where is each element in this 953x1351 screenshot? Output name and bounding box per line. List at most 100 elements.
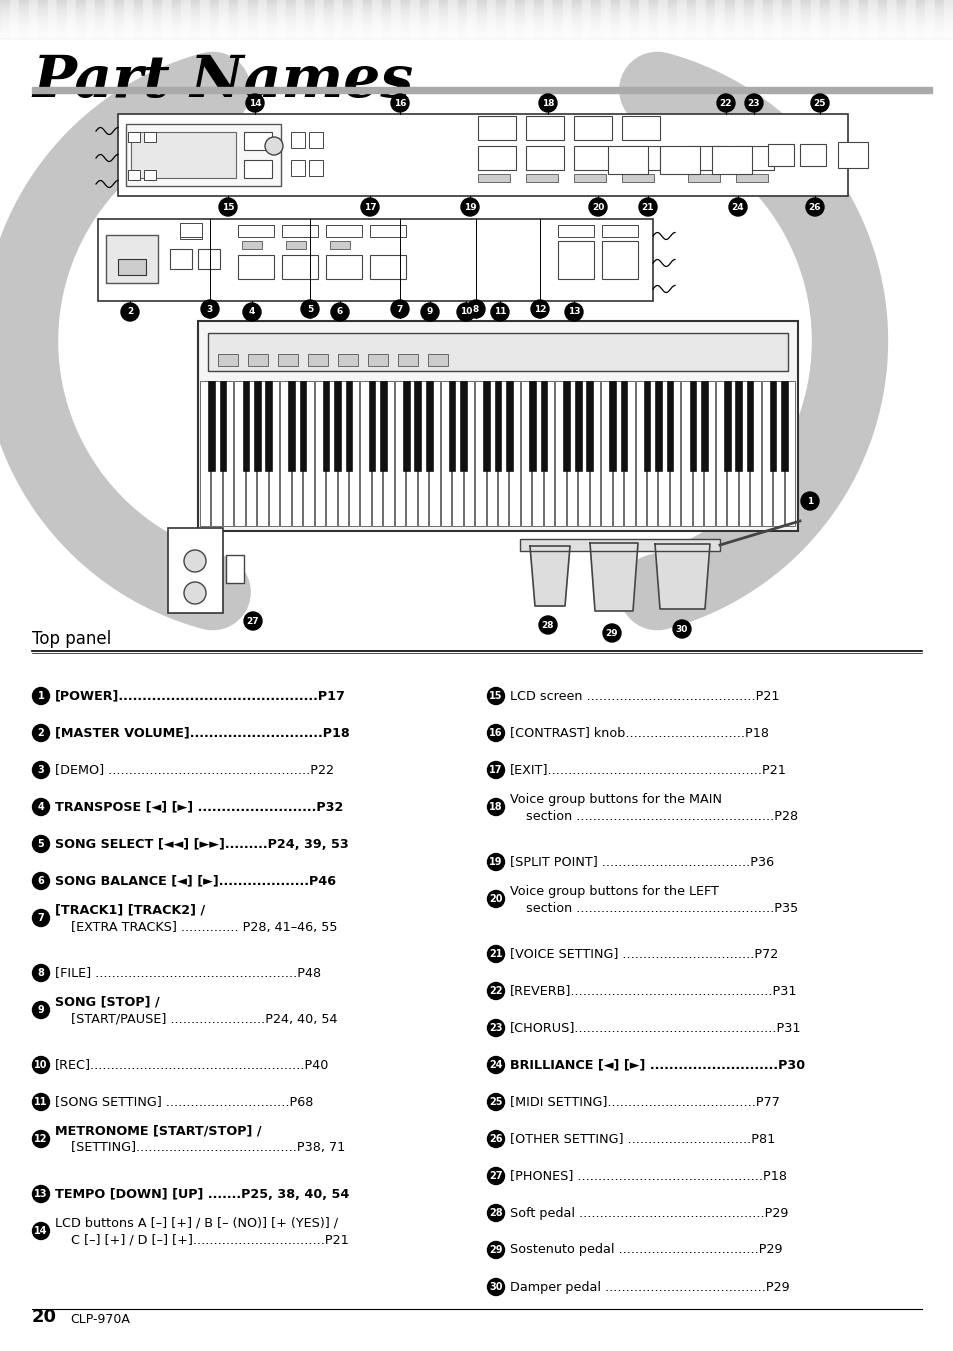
Text: 13: 13	[34, 1189, 48, 1198]
Bar	[703, 381, 714, 526]
Bar	[337, 354, 357, 366]
Bar	[76, 0, 86, 38]
Bar	[219, 381, 226, 471]
Bar	[924, 0, 934, 38]
Circle shape	[805, 199, 823, 216]
Bar	[723, 381, 730, 471]
Bar	[532, 381, 542, 526]
Bar	[659, 146, 700, 174]
Circle shape	[121, 303, 139, 322]
Bar	[414, 381, 420, 471]
Bar	[477, 146, 516, 170]
Bar	[267, 0, 276, 38]
Circle shape	[588, 199, 606, 216]
Bar	[477, 174, 510, 182]
Bar	[32, 86, 931, 93]
Bar	[735, 174, 767, 182]
Bar	[326, 255, 361, 280]
Bar	[337, 381, 348, 526]
Bar	[762, 0, 772, 38]
Text: 11: 11	[494, 308, 506, 316]
Bar	[322, 381, 329, 471]
Circle shape	[487, 1056, 504, 1074]
Text: 4: 4	[37, 802, 45, 812]
Bar	[309, 132, 323, 149]
Bar	[943, 0, 953, 38]
Circle shape	[487, 1205, 504, 1221]
Bar	[362, 0, 372, 38]
Bar	[128, 170, 140, 180]
Bar	[29, 0, 38, 38]
Text: 27: 27	[489, 1171, 502, 1181]
Bar	[295, 0, 305, 38]
Bar	[749, 381, 760, 526]
Bar	[772, 381, 782, 526]
Text: [DEMO] .................................................P22: [DEMO] .................................…	[55, 763, 334, 777]
Bar	[658, 0, 667, 38]
Bar	[309, 159, 323, 176]
Bar	[905, 0, 915, 38]
Bar	[229, 0, 238, 38]
Text: 6: 6	[37, 875, 45, 886]
Circle shape	[487, 1278, 504, 1296]
Bar	[783, 381, 794, 526]
Text: 26: 26	[489, 1133, 502, 1144]
Bar	[648, 0, 658, 38]
Bar	[589, 381, 599, 526]
Bar	[345, 381, 352, 471]
Text: [OTHER SETTING] ..............................P81: [OTHER SETTING] ........................…	[510, 1132, 775, 1146]
Text: [TRACK1] [TRACK2] /: [TRACK1] [TRACK2] /	[55, 904, 205, 916]
Bar	[370, 226, 406, 236]
Bar	[497, 381, 508, 526]
Bar	[180, 223, 202, 236]
Circle shape	[243, 303, 261, 322]
Polygon shape	[655, 544, 709, 609]
Bar	[128, 132, 140, 142]
Text: LCD buttons A [–] [+] / B [– (NO)] [+ (YES)] /: LCD buttons A [–] [+] / B [– (NO)] [+ (Y…	[55, 1216, 337, 1229]
Bar	[781, 0, 791, 38]
Bar	[515, 0, 524, 38]
Bar	[198, 322, 797, 531]
Text: [CHORUS].................................................P31: [CHORUS]................................…	[510, 1021, 801, 1035]
Text: 4: 4	[249, 308, 254, 316]
Bar	[170, 249, 192, 269]
Text: 1: 1	[806, 497, 812, 505]
Bar	[144, 132, 156, 142]
Text: [POWER]..........................................P17: [POWER].................................…	[55, 689, 346, 703]
Bar	[760, 381, 771, 526]
Bar	[106, 235, 158, 282]
Bar	[248, 354, 268, 366]
Bar	[600, 381, 611, 526]
Text: 12: 12	[34, 1133, 48, 1144]
Text: 10: 10	[34, 1061, 48, 1070]
Bar	[586, 381, 593, 471]
Circle shape	[487, 724, 504, 742]
Bar	[212, 381, 222, 526]
Bar	[292, 381, 302, 526]
Bar	[529, 381, 536, 471]
Bar	[562, 0, 572, 38]
Bar	[621, 116, 659, 141]
Text: 16: 16	[394, 99, 406, 108]
Bar	[623, 381, 634, 526]
Text: Soft pedal .............................................P29: Soft pedal .............................…	[510, 1206, 787, 1220]
Text: 19: 19	[463, 203, 476, 212]
Bar	[820, 0, 829, 38]
Bar	[563, 381, 570, 471]
Circle shape	[810, 95, 828, 112]
Circle shape	[184, 550, 206, 571]
Bar	[858, 0, 867, 38]
Bar	[574, 146, 612, 170]
Text: 9: 9	[426, 308, 433, 316]
Polygon shape	[530, 546, 569, 607]
Circle shape	[487, 798, 504, 816]
Bar	[915, 0, 924, 38]
Circle shape	[32, 1223, 50, 1239]
Bar	[223, 381, 233, 526]
Bar	[383, 381, 394, 526]
Bar	[334, 381, 340, 471]
Text: 25: 25	[813, 99, 825, 108]
Bar	[124, 0, 133, 38]
Text: [EXTRA TRACKS] .............. P28, 41–46, 55: [EXTRA TRACKS] .............. P28, 41–46…	[71, 920, 337, 934]
Bar	[686, 0, 696, 38]
